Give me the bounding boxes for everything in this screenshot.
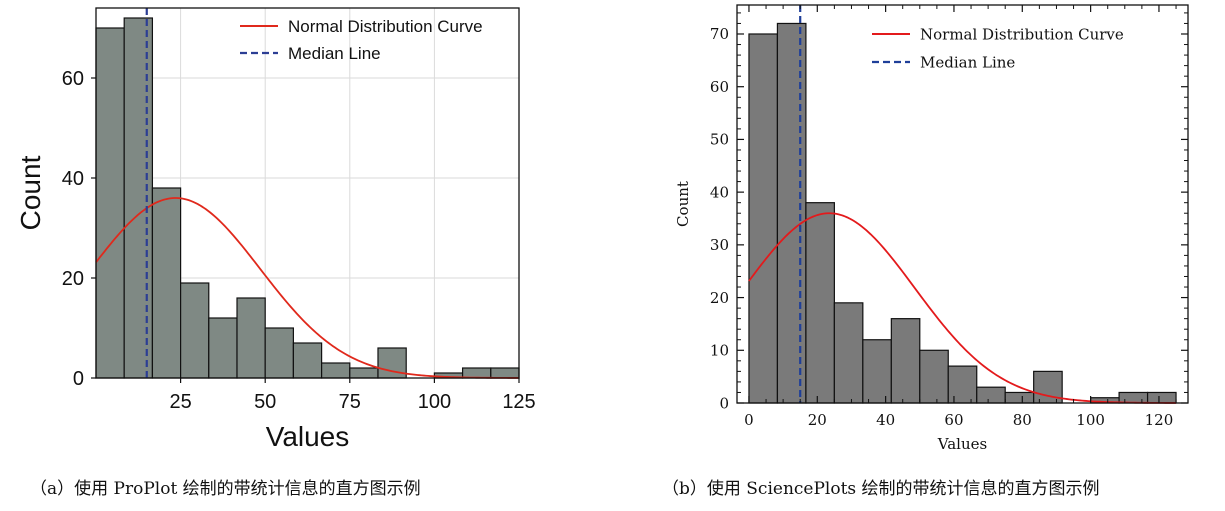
y-tick-label: 30 xyxy=(710,236,729,254)
normal-distribution-curve xyxy=(748,212,1177,404)
x-tick-label: 0 xyxy=(744,411,754,429)
y-tick-label: 50 xyxy=(710,131,729,149)
histogram-bar xyxy=(208,317,238,379)
y-tick-label: 20 xyxy=(62,268,84,290)
x-tick-label: 100 xyxy=(1076,411,1105,429)
y-tick-label: 10 xyxy=(710,342,729,360)
histogram-bar xyxy=(919,349,949,404)
x-tick-label: 50 xyxy=(254,391,276,413)
legend-label-median: Median Line xyxy=(920,53,1015,71)
legend-label-curve: Normal Distribution Curve xyxy=(920,25,1124,43)
y-axis-label: Count xyxy=(674,181,692,227)
histogram-bar xyxy=(321,362,351,379)
histogram-bar xyxy=(264,327,294,379)
y-tick-label: 60 xyxy=(62,68,84,90)
y-tick-label: 40 xyxy=(62,168,84,190)
histogram-bar xyxy=(947,365,978,404)
histogram-bar xyxy=(490,367,520,379)
y-tick-label: 0 xyxy=(719,394,729,412)
x-tick-label: 100 xyxy=(418,391,451,413)
caption-b: （b）使用 SciencePlots 绘制的带统计信息的直方图示例 xyxy=(662,479,1100,499)
x-tick-label: 75 xyxy=(339,391,361,413)
y-tick-label: 60 xyxy=(710,78,729,96)
histogram-bar xyxy=(1118,391,1149,404)
histogram-bar xyxy=(292,342,323,379)
histogram-panel-b: 0 20 40 60 80 100 120 0 10 20 30 40 50 60 70 Values Coun… xyxy=(674,4,1189,453)
histogram-bar xyxy=(123,17,154,379)
histogram-bar xyxy=(1146,391,1177,404)
histogram-bar xyxy=(236,297,266,379)
histogram-bar xyxy=(151,187,182,379)
x-tick-label: 120 xyxy=(1145,411,1174,429)
legend-label-median: Median Line xyxy=(288,44,381,63)
histogram-bar xyxy=(461,367,492,379)
legend-label-curve: Normal Distribution Curve xyxy=(288,17,483,36)
y-tick-label: 40 xyxy=(710,183,729,201)
x-tick-label: 40 xyxy=(876,411,895,429)
histogram-bar xyxy=(95,27,125,379)
plot-frame xyxy=(736,4,1189,404)
histogram-bar xyxy=(349,367,379,379)
histogram-bar xyxy=(805,202,835,404)
histogram-bar xyxy=(862,339,892,404)
x-tick-label: 125 xyxy=(502,391,535,413)
y-axis-label: Count xyxy=(15,155,46,230)
x-axis-label: Values xyxy=(266,421,350,452)
histogram-bar xyxy=(1004,391,1035,404)
histogram-panel-a: 25 50 75 100 125 0 20 40 60 Values Count Normal Dis… xyxy=(15,7,536,452)
plot-frame xyxy=(95,7,520,379)
x-tick-label: 60 xyxy=(944,411,963,429)
x-tick-label: 20 xyxy=(808,411,827,429)
y-tick-label: 0 xyxy=(73,368,84,390)
x-tick-label: 25 xyxy=(169,391,191,413)
caption-a: （a）使用 ProPlot 绘制的带统计信息的直方图示例 xyxy=(30,479,421,499)
x-axis-label: Values xyxy=(937,435,987,453)
histogram-bar xyxy=(180,282,210,379)
histogram-bar xyxy=(833,302,864,404)
y-tick-label: 70 xyxy=(710,25,729,43)
histogram-bar xyxy=(748,33,779,404)
histogram-bar xyxy=(890,318,921,404)
histogram-bar xyxy=(976,386,1006,404)
normal-distribution-curve xyxy=(95,197,519,379)
histogram-bar xyxy=(776,22,807,404)
x-tick-label: 80 xyxy=(1013,411,1032,429)
y-tick-label: 20 xyxy=(710,289,729,307)
